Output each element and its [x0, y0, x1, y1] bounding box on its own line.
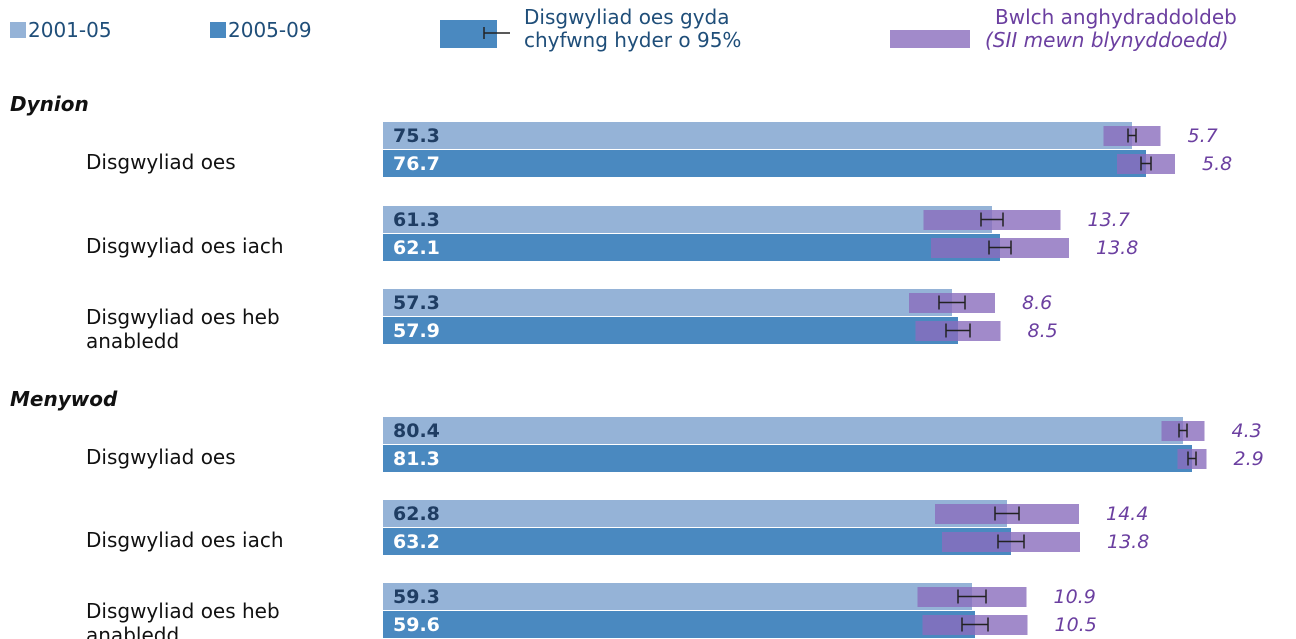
- category-label: Disgwyliad oes heb anabledd: [86, 304, 280, 353]
- value-label: 75.3: [393, 125, 440, 147]
- sii-label: 10.5: [1055, 614, 1097, 636]
- bar: [383, 583, 972, 610]
- legend-sii-title: Bwlch anghydraddoldeb: [995, 5, 1237, 29]
- sii-label: 13.8: [1096, 237, 1138, 259]
- group-title: Dynion: [10, 92, 89, 116]
- sii-label: 10.9: [1054, 586, 1096, 608]
- value-label: 59.3: [393, 586, 440, 608]
- sii-label: 5.8: [1202, 153, 1232, 175]
- legend-label: 2001-05: [28, 18, 112, 42]
- value-label: 57.9: [393, 320, 440, 342]
- bar: [383, 611, 975, 638]
- value-label: 76.7: [393, 153, 440, 175]
- sii-label: 13.7: [1088, 209, 1130, 231]
- legend-label: 2005-09: [228, 18, 312, 42]
- sii-label: 13.8: [1107, 531, 1149, 553]
- legend-swatch: [10, 22, 26, 38]
- bar: [383, 528, 1011, 555]
- bar: [383, 417, 1183, 444]
- value-label: 62.1: [393, 237, 440, 259]
- legend-sii-swatch: [890, 30, 970, 48]
- sii-label: 5.7: [1188, 125, 1218, 147]
- sii-label: 8.5: [1028, 320, 1058, 342]
- bar: [383, 445, 1192, 472]
- value-label: 62.8: [393, 503, 440, 525]
- category-label: Disgwyliad oes iach: [86, 527, 284, 552]
- value-label: 80.4: [393, 420, 440, 442]
- value-label: 57.3: [393, 292, 440, 314]
- bar: [383, 122, 1132, 149]
- legend-ci-label: Disgwyliad oes gyda chyfwng hyder o 95%: [524, 5, 742, 52]
- category-label: Disgwyliad oes: [86, 149, 236, 174]
- legend-sii-subtitle: (SII mewn blynyddoedd): [985, 28, 1229, 52]
- value-label: 59.6: [393, 614, 440, 636]
- value-label: 81.3: [393, 448, 440, 470]
- bar: [383, 234, 1000, 261]
- bar: [383, 289, 952, 316]
- sii-label: 14.4: [1106, 503, 1148, 525]
- sii-label: 4.3: [1232, 420, 1262, 442]
- category-label: Disgwyliad oes heb anabledd: [86, 598, 280, 639]
- sii-label: 8.6: [1022, 292, 1052, 314]
- category-label: Disgwyliad oes: [86, 444, 236, 469]
- bar: [383, 317, 958, 344]
- category-label: Disgwyliad oes iach: [86, 233, 284, 258]
- legend-swatch: [210, 22, 226, 38]
- value-label: 61.3: [393, 209, 440, 231]
- bar: [383, 150, 1146, 177]
- group-title: Menywod: [10, 387, 118, 411]
- bar: [383, 500, 1007, 527]
- value-label: 63.2: [393, 531, 440, 553]
- bar: [383, 206, 992, 233]
- sii-label: 2.9: [1234, 448, 1264, 470]
- legend-ci-swatch: [440, 20, 497, 48]
